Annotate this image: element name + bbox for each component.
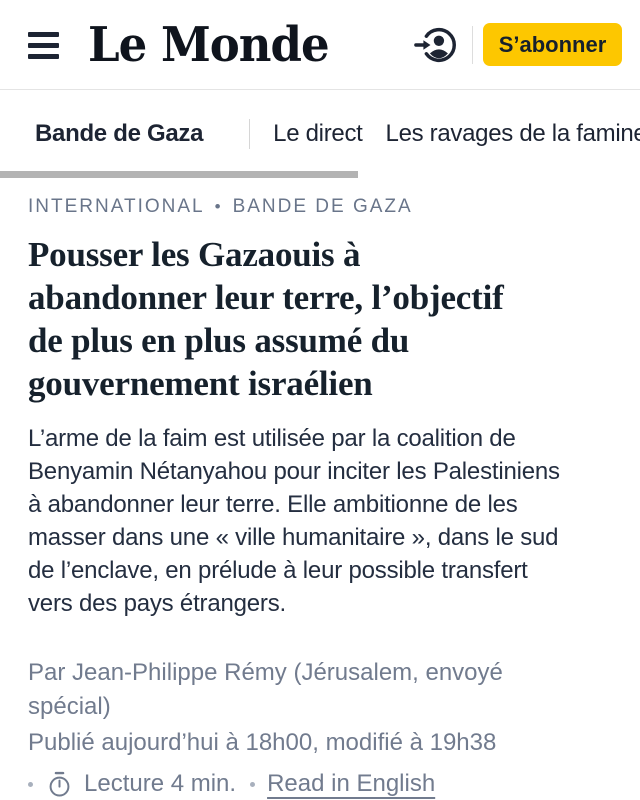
- breadcrumb-separator-dot: •: [214, 197, 223, 216]
- breadcrumb-topic[interactable]: BANDE DE GAZA: [232, 196, 413, 217]
- nav-divider: [249, 119, 251, 149]
- description-line: Benyamin Nétanyahou pour inciter les Pal…: [28, 458, 560, 485]
- nav-tab-bande-de-gaza[interactable]: Bande de Gaza: [35, 120, 204, 147]
- article-description: L’arme de la faim est utilisée par la co…: [28, 422, 612, 620]
- lemonde-logo[interactable]: Le Monde: [88, 16, 330, 73]
- byline-line: spécial): [28, 693, 111, 720]
- reading-time-stopwatch-icon: [49, 771, 70, 796]
- article-byline: Par Jean-Philippe Rémy (Jérusalem, envoy…: [28, 656, 612, 724]
- article-meta-row: Lecture 4 min. Read in English: [28, 770, 612, 798]
- title-line: abandonner leur terre, l’objectif: [28, 278, 504, 317]
- reading-time-label: Lecture 4 min.: [84, 770, 237, 797]
- description-line: L’arme de la faim est utilisée par la co…: [28, 425, 516, 452]
- description-line: de l’enclave, en prélude à leur possible…: [28, 557, 528, 584]
- article-header: INTERNATIONAL • BANDE DE GAZA Pousser le…: [0, 196, 640, 798]
- meta-bullet: [250, 781, 256, 787]
- breadcrumb: INTERNATIONAL • BANDE DE GAZA: [28, 196, 612, 218]
- meta-bullet: [28, 781, 33, 787]
- nav-tab-ravages-famine[interactable]: Les ravages de la famine: [385, 120, 640, 147]
- section-nav: Bande de Gaza Le direct Les ravages de l…: [0, 90, 640, 162]
- title-line: de plus en plus assumé du: [28, 321, 410, 360]
- nav-tab-le-direct[interactable]: Le direct: [273, 120, 363, 147]
- nav-scrollbar-thumb[interactable]: [0, 171, 358, 178]
- header-divider: [472, 25, 473, 64]
- description-line: masser dans une « ville humanitaire », d…: [28, 524, 559, 551]
- article-title: Pousser les Gazaouis à abandonner leur t…: [28, 233, 612, 405]
- subscribe-button[interactable]: S’abonner: [483, 23, 622, 66]
- title-line: gouvernement israélien: [28, 364, 373, 403]
- header-actions: S’abonner: [414, 22, 622, 68]
- description-line: vers des pays étrangers.: [28, 590, 286, 617]
- header: Le Monde S’abonner: [0, 0, 640, 90]
- hamburger-menu-icon[interactable]: [28, 32, 59, 59]
- breadcrumb-section[interactable]: INTERNATIONAL: [28, 196, 205, 217]
- title-line: Pousser les Gazaouis à: [28, 235, 361, 274]
- login-user-icon[interactable]: [414, 22, 460, 68]
- read-in-english-link[interactable]: Read in English: [267, 770, 436, 797]
- publish-timestamp: Publié aujourd’hui à 18h00, modifié à 19…: [28, 729, 497, 756]
- description-line: à abandonner leur terre. Elle ambitionne…: [28, 491, 518, 518]
- byline-line: Par Jean-Philippe Rémy (Jérusalem, envoy…: [28, 659, 503, 686]
